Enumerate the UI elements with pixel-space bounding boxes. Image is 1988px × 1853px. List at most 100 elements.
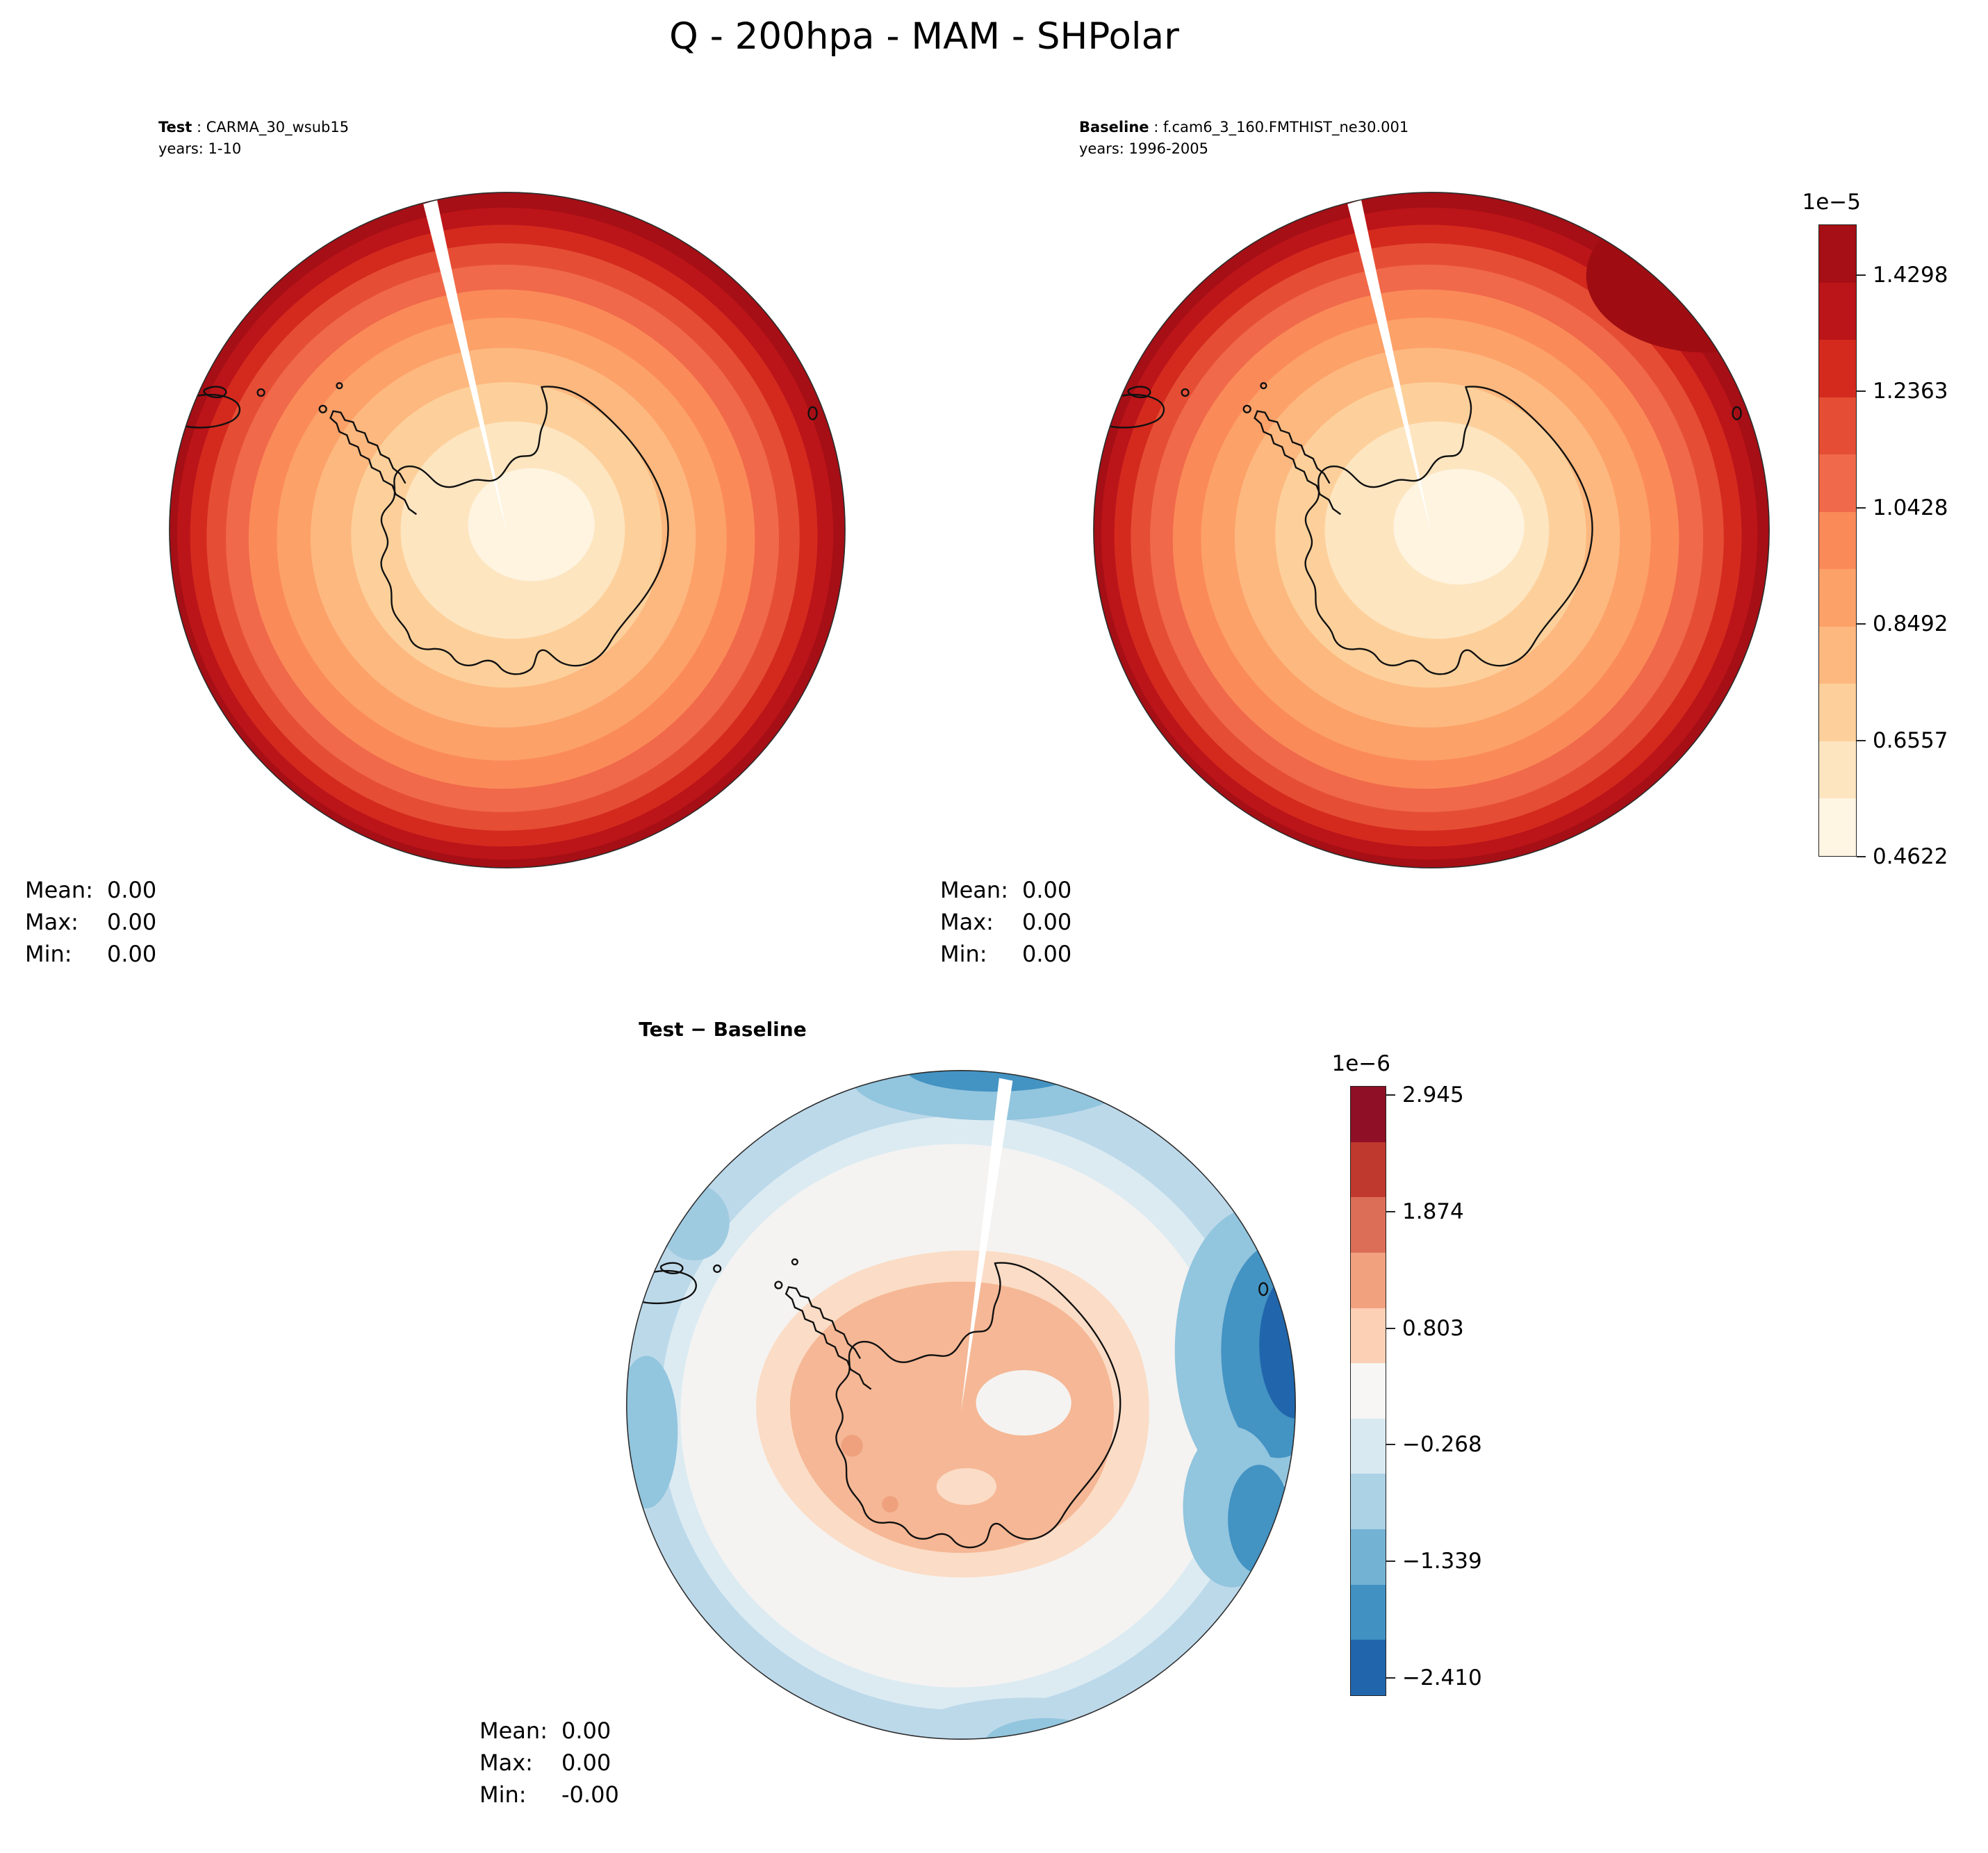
colorbar-segment <box>1819 397 1856 455</box>
colorbar-tick-mark <box>1857 739 1866 741</box>
colorbar-tick-label: 1.4298 <box>1873 262 1948 288</box>
stat-line: Max: 0.00 <box>479 1747 619 1779</box>
baseline-map <box>1093 192 1770 868</box>
projection-seam <box>423 199 507 534</box>
colorbar-segment <box>1819 569 1856 627</box>
colorbar-tick: −2.410 <box>1386 1665 1482 1690</box>
baseline-case-label: Baseline : f.cam6_3_160.FMTHIST_ne30.001 <box>1079 117 1408 138</box>
colorbar-tick-label: 1.2363 <box>1873 379 1948 404</box>
diff-map <box>626 1070 1296 1740</box>
colorbar-segment <box>1351 1418 1386 1474</box>
stat-line: Mean: 0.00 <box>940 874 1071 906</box>
colorbar-tick: −0.268 <box>1386 1432 1482 1457</box>
colorbar-tick-label: 1.874 <box>1402 1199 1464 1224</box>
test-map <box>169 192 846 868</box>
diff-panel-title: Test − Baseline <box>639 1018 807 1041</box>
stat-value: 0.00 <box>561 1749 611 1776</box>
main-colorbar: 1e−5 1.4298 1.2363 1.0428 0.8492 0.6557 0.462… <box>1802 190 1948 869</box>
colorbar-segment <box>1351 1529 1386 1585</box>
colorbar-tick: 1.0428 <box>1857 495 1948 520</box>
colorbar-tick: 1.874 <box>1386 1199 1464 1224</box>
baseline-contour-fill <box>1093 192 1770 868</box>
colorbar-tick-label: −2.410 <box>1402 1665 1482 1690</box>
colorbar-tick-mark <box>1386 1560 1395 1562</box>
colorbar-tick-label: 0.8492 <box>1873 611 1948 637</box>
stat-line: Min: -0.00 <box>479 1779 619 1811</box>
baseline-stats: Mean: 0.00 Max: 0.00 Min: 0.00 <box>940 874 1071 970</box>
test-case-name: : CARMA_30_wsub15 <box>192 119 350 135</box>
test-contour-fill <box>169 192 846 868</box>
colorbar-tick-label: 1.0428 <box>1873 495 1948 520</box>
projection-seam <box>1347 199 1431 534</box>
stat-value: 0.00 <box>107 909 157 935</box>
map-boundary <box>1093 192 1770 868</box>
stat-line: Max: 0.00 <box>940 906 1071 938</box>
colorbar-segment <box>1351 1640 1386 1696</box>
stat-label: Max: <box>479 1749 533 1776</box>
figure-title: Q - 200hpa - MAM - SHPolar <box>669 15 1179 58</box>
diff-colorbar-bar <box>1350 1086 1386 1696</box>
colorbar-tick-label: 0.803 <box>1402 1315 1464 1341</box>
colorbar-tick: 2.945 <box>1386 1082 1464 1107</box>
diff-colorbar-exponent: 1e−6 <box>1331 1051 1391 1076</box>
colorbar-tick-mark <box>1386 1677 1395 1679</box>
colorbar-tick: −1.339 <box>1386 1549 1482 1574</box>
colorbar-segment <box>1351 1584 1386 1640</box>
diff-colorbar: 1e−6 2.945 1.874 0.803 −0.268 −1.339 −2.410 <box>1332 1051 1482 1696</box>
test-case-label: Test : CARMA_30_wsub15 <box>158 117 349 138</box>
stat-label: Max: <box>25 909 79 935</box>
colorbar-segment <box>1819 798 1856 857</box>
colorbar-tick-mark <box>1857 856 1866 857</box>
stat-label: Min: <box>25 941 72 967</box>
diff-contour-fill <box>626 1070 1296 1740</box>
baseline-panel-header: Baseline : f.cam6_3_160.FMTHIST_ne30.001… <box>1079 117 1408 160</box>
colorbar-segment <box>1351 1308 1386 1364</box>
colorbar-tick: 0.803 <box>1386 1316 1464 1341</box>
colorbar-tick-mark <box>1857 274 1866 276</box>
colorbar-tick-mark <box>1857 390 1866 393</box>
colorbar-segment <box>1819 684 1856 741</box>
colorbar-segment <box>1351 1474 1386 1530</box>
test-stats: Mean: 0.00 Max: 0.00 Min: 0.00 <box>25 874 156 970</box>
stat-label: Mean: <box>25 877 93 903</box>
colorbar-segment <box>1819 511 1856 570</box>
map-boundary <box>626 1070 1296 1740</box>
colorbar-tick-label: 0.6557 <box>1873 727 1948 753</box>
stat-value: 0.00 <box>1022 909 1072 935</box>
stat-line: Mean: 0.00 <box>479 1715 619 1747</box>
main-colorbar-ticks: 1.4298 1.2363 1.0428 0.8492 0.6557 0.4622 <box>1818 224 1948 869</box>
stat-line: Max: 0.00 <box>25 906 156 938</box>
colorbar-tick-mark <box>1857 623 1866 625</box>
stat-value: 0.00 <box>107 877 157 903</box>
colorbar-tick: 0.4622 <box>1857 844 1948 869</box>
colorbar-tick-mark <box>1386 1210 1395 1212</box>
colorbar-segment <box>1819 626 1856 684</box>
colorbar-segment <box>1351 1197 1386 1253</box>
colorbar-segment <box>1351 1252 1386 1308</box>
colorbar-tick: 0.6557 <box>1857 728 1948 753</box>
baseline-label-bold: Baseline <box>1079 119 1149 135</box>
stat-label: Max: <box>940 909 994 935</box>
colorbar-tick-mark <box>1386 1444 1395 1446</box>
colorbar-tick-label: −1.339 <box>1402 1548 1482 1574</box>
colorbar-segment <box>1351 1363 1386 1419</box>
colorbar-tick-label: 0.4622 <box>1873 844 1948 869</box>
stat-label: Min: <box>940 941 987 967</box>
test-panel-header: Test : CARMA_30_wsub15 years: 1-10 <box>158 117 349 160</box>
stat-line: Min: 0.00 <box>25 938 156 970</box>
stat-line: Min: 0.00 <box>940 938 1071 970</box>
baseline-years-label: years: 1996-2005 <box>1079 140 1209 157</box>
stat-label: Mean: <box>940 877 1008 903</box>
stat-label: Min: <box>479 1781 527 1808</box>
colorbar-tick: 0.8492 <box>1857 611 1948 636</box>
projection-seam <box>961 1078 1013 1412</box>
map-boundary <box>169 192 846 868</box>
diff-stats: Mean: 0.00 Max: 0.00 Min: -0.00 <box>479 1715 619 1811</box>
diff-colorbar-ticks: 2.945 1.874 0.803 −0.268 −1.339 −2.410 <box>1350 1082 1482 1696</box>
test-years-label: years: 1-10 <box>158 140 242 157</box>
baseline-case-name: : f.cam6_3_160.FMTHIST_ne30.001 <box>1149 119 1409 135</box>
test-label-bold: Test <box>158 119 192 135</box>
colorbar-segment <box>1351 1142 1386 1198</box>
colorbar-segment <box>1819 454 1856 512</box>
